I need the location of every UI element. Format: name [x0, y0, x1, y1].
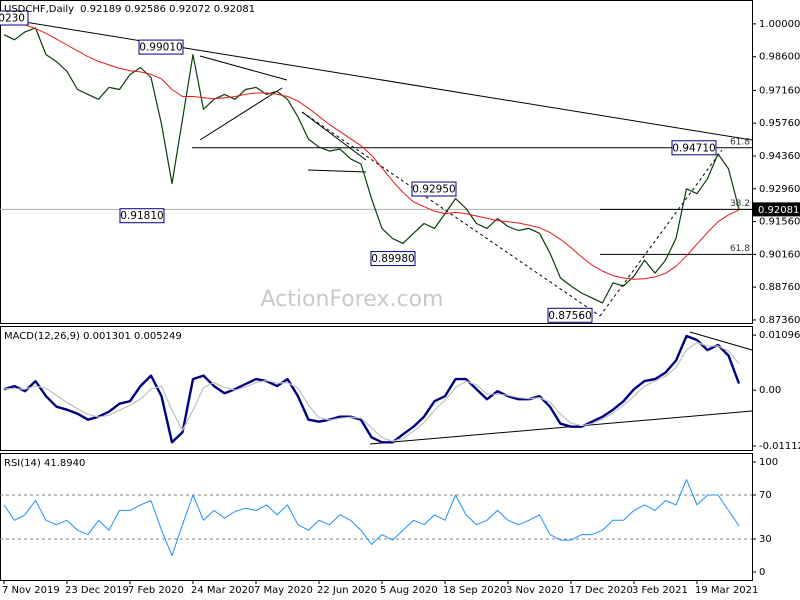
annotation-label: 0.99010: [139, 42, 182, 54]
x-tick-label: 7 May 2020: [254, 585, 313, 596]
annotation-label: 0.89980: [371, 253, 414, 265]
y-tick-label: 30: [759, 534, 772, 545]
x-tick-label: 24 Mar 2020: [191, 585, 254, 596]
trendline: [689, 331, 753, 351]
y-tick-label: 100: [759, 457, 778, 468]
y-tick-label: 0.010967: [759, 330, 800, 341]
trendline: [301, 111, 601, 317]
annotation-label: 0.94710: [672, 142, 715, 154]
y-tick-label: 0.95760: [759, 118, 800, 129]
y-tick-label: 0.00: [759, 385, 781, 396]
annotation-box: [370, 251, 416, 267]
annotation-box: [0, 10, 29, 26]
annotation-box: [119, 208, 165, 224]
series-line: [24, 24, 740, 280]
y-tick-label: 70: [759, 490, 772, 501]
x-tick-label: 17 Dec 2020: [569, 585, 633, 596]
annotation-label: 0230: [0, 13, 25, 25]
chart-title: USDCHF,Daily 0.92189 0.92586 0.92072 0.92…: [4, 4, 255, 15]
y-tick-label: 0.87360: [759, 315, 800, 326]
trendline: [0, 17, 753, 141]
x-tick-label: 3 Nov 2020: [506, 585, 564, 596]
y-tick-label: 0.90160: [759, 249, 800, 260]
fib-label: 61.8: [730, 244, 750, 254]
series-line: [3, 27, 740, 304]
x-tick-label: 3 Feb 2021: [632, 585, 688, 596]
trendlines: [0, 17, 753, 445]
x-tick-label: 19 Mar 2021: [695, 585, 758, 596]
series-line: [4, 341, 740, 442]
x-tick-label: 7 Feb 2020: [128, 585, 184, 596]
x-tick-label: 18 Sep 2020: [443, 585, 506, 596]
watermark: ActionForex.com: [261, 287, 444, 312]
series-line: [3, 479, 740, 556]
annotation-box: [547, 307, 593, 323]
fib-label: 61.8: [730, 137, 750, 147]
panel-title: RSI(14) 41.8940: [4, 458, 85, 469]
y-tick-label: 0.98600: [759, 52, 800, 63]
trendline: [199, 55, 288, 81]
annotation-box: [671, 140, 717, 156]
trendline: [301, 111, 367, 161]
price-box-label: 0.92081: [758, 205, 799, 216]
annotation-label: 0.87560: [548, 310, 591, 322]
trendline: [369, 410, 753, 445]
x-tick-label: 22 Jun 2020: [317, 585, 377, 596]
fib-label: 38.2: [730, 199, 750, 209]
panel-title: MACD(12,26,9) 0.001301 0.005249: [4, 331, 182, 342]
y-tick-label: 0.91560: [759, 217, 800, 228]
panel-border: [0, 326, 753, 451]
x-tick-label: 23 Dec 2019: [65, 585, 129, 596]
x-tick-label: 5 Aug 2020: [380, 585, 438, 596]
title: USDCHF,Daily: [4, 4, 74, 15]
x-tick-label: 7 Nov 2019: [2, 585, 60, 596]
y-tick-label: 0.97160: [759, 85, 800, 96]
y-tick-label: 0.94360: [759, 151, 800, 162]
panel-border: [0, 453, 753, 581]
trendline: [199, 87, 283, 141]
y-tick-label: 0.92960: [759, 184, 800, 195]
series-line: [3, 334, 741, 444]
y-tick-label: -0.011127: [759, 441, 800, 452]
annotation-box: [138, 39, 184, 55]
trendline: [307, 169, 367, 173]
panel-border: [0, 0, 753, 324]
price-box: [753, 202, 800, 217]
y-tick-label: 0.88760: [759, 282, 800, 293]
trendline: [599, 149, 723, 317]
annotation-label: 0.91810: [120, 210, 163, 222]
y-tick-label: 0: [759, 567, 765, 578]
annotation-box: [411, 181, 457, 197]
ohlc: 0.92189 0.92586 0.92072 0.92081: [80, 4, 255, 15]
annotation-label: 0.92950: [412, 184, 455, 196]
y-tick-label: 1.00000: [759, 19, 800, 30]
